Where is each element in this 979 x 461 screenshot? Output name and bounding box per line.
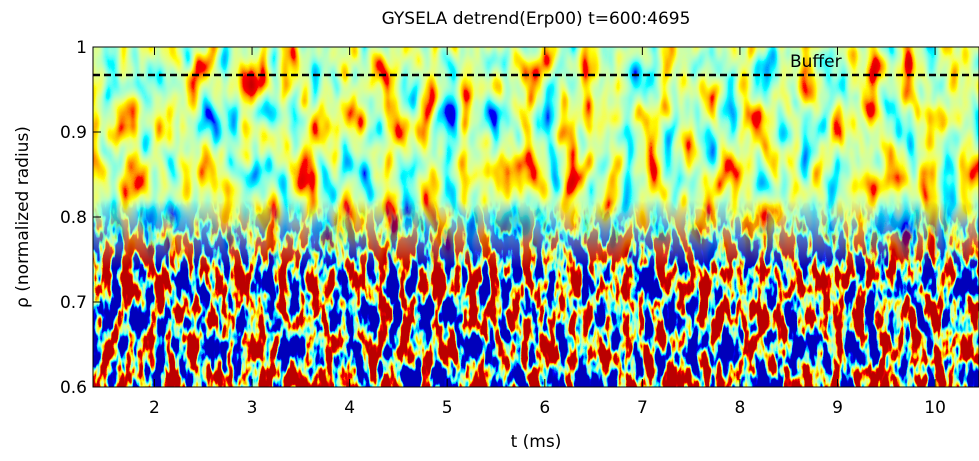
- y-axis-label: ρ (normalized radius): [13, 126, 33, 308]
- x-tick-label: 6: [539, 398, 550, 418]
- buffer-label: Buffer: [790, 52, 842, 72]
- x-axis-label: t (ms): [511, 432, 562, 452]
- y-tick-label: 1: [76, 38, 87, 58]
- x-tick-label: 8: [735, 398, 746, 418]
- x-tick-label: 7: [637, 398, 648, 418]
- x-tick-label: 3: [247, 398, 258, 418]
- chart-title: GYSELA detrend(Erp00) t=600:4695: [382, 9, 691, 29]
- x-tick-label: 9: [832, 398, 843, 418]
- heatmap-field: [93, 47, 979, 387]
- x-tick-label: 5: [442, 398, 453, 418]
- y-tick-label: 0.7: [60, 293, 87, 313]
- y-tick-label: 0.9: [60, 123, 87, 143]
- x-tick-label: 2: [149, 398, 160, 418]
- y-tick-label: 0.8: [60, 208, 87, 228]
- x-tick-label: 10: [924, 398, 946, 418]
- y-tick-label: 0.6: [60, 378, 87, 398]
- x-tick-label: 4: [344, 398, 355, 418]
